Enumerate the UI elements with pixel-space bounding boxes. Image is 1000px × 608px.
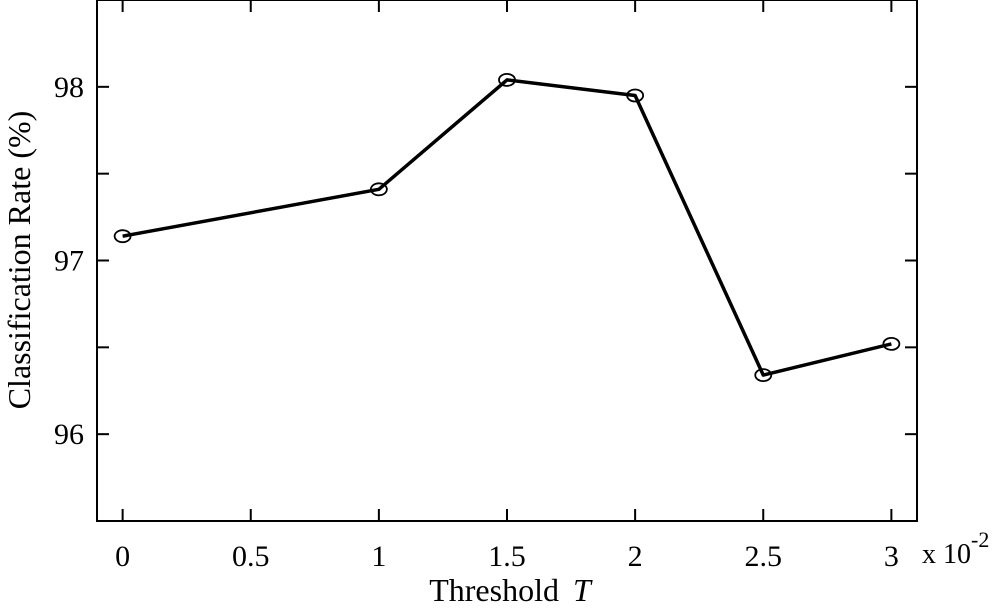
x-axis-title: Threshold T (429, 572, 593, 608)
x-tick-label: 1.5 (488, 540, 526, 573)
x-tick-label: 2 (628, 540, 643, 573)
data-point-marker (369, 182, 388, 197)
y-axis-title: Classification Rate (%) (1, 111, 37, 410)
y-tick-label: 97 (54, 245, 84, 278)
x-axis-title-text: Threshold (429, 572, 559, 608)
x-tick-label: 0.5 (232, 540, 270, 573)
y-tick-label: 98 (54, 71, 84, 104)
x-axis-multiplier-exponent: -2 (971, 527, 989, 552)
tick-labels: 0 0.5 1 1.5 2 2.5 3 96 97 98 (54, 71, 899, 573)
data-point-marker (882, 336, 901, 351)
series-markers (113, 72, 901, 383)
x-axis-multiplier: x 10-2 (922, 527, 989, 570)
x-tick-label: 0 (115, 540, 130, 573)
x-tick-label: 3 (884, 540, 899, 573)
data-point-marker (626, 88, 645, 103)
data-point-marker (113, 229, 132, 244)
x-axis-title-symbol: T (573, 572, 593, 608)
x-tick-label: 2.5 (745, 540, 783, 573)
y-tick-label: 96 (54, 418, 84, 451)
data-point-marker (754, 368, 773, 383)
x-axis-multiplier-base: x 10 (922, 539, 971, 570)
series-line (122, 78, 892, 377)
axis-ticks (97, 0, 917, 522)
data-point-marker (498, 72, 516, 87)
x-tick-label: 1 (371, 540, 386, 573)
